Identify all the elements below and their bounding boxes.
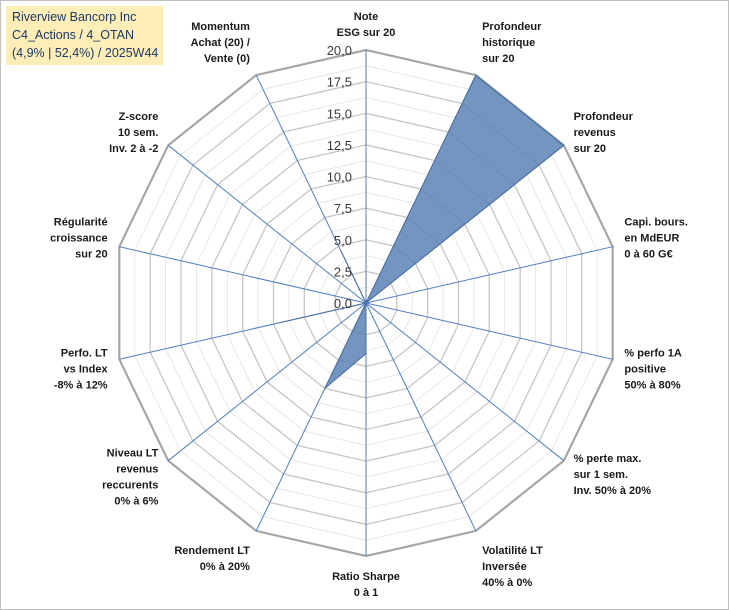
tick-label: 15,0 — [327, 106, 352, 121]
axis-spoke — [119, 246, 367, 304]
axis-label: Rendement LT 0% à 20% — [174, 545, 250, 573]
axis-label: Volatilité LT Inversée 40% à 0% — [482, 545, 543, 589]
tick-label: 20,0 — [327, 43, 352, 58]
chart-title-line-2: C4_Actions / 4_OTAN — [12, 28, 135, 42]
axis-labels: Note ESG sur 20 Profondeur historique sur 20… — [50, 11, 688, 599]
tick-label: 7,5 — [334, 201, 352, 216]
axis-label: % perte max. sur 1 sem. Inv. 50% à 20% — [574, 453, 652, 497]
tick-label: 5,0 — [334, 233, 352, 248]
axis-spoke — [167, 302, 367, 462]
axis-spoke — [167, 144, 367, 304]
axis-label: Note ESG sur 20 — [337, 11, 396, 39]
chart-title-line-1: Riverview Bancorp Inc — [12, 10, 137, 24]
series-area — [279, 74, 565, 389]
chart-title-box: Riverview Bancorp Inc C4_Actions / 4_OTA… — [6, 6, 164, 65]
series-layer — [279, 74, 565, 389]
axis-spoke — [365, 302, 613, 360]
tick-labels: 0,0 2,5 5,0 7,5 10,0 12,5 15,0 17,5 20,0 — [327, 43, 352, 311]
axis-label: Capi. bours. en MdEUR 0 à 60 G€ — [624, 216, 688, 260]
axis-label: Z-score 10 sem. Inv. 2 à -2 — [109, 111, 158, 155]
axis-label: Profondeur historique sur 20 — [482, 21, 542, 65]
tick-label: 12,5 — [327, 138, 352, 153]
tick-label: 0,0 — [334, 296, 352, 311]
tick-label: 17,5 — [327, 75, 352, 90]
axis-label: Momentum Achat (20) / Vente (0) — [191, 21, 251, 65]
axis-spoke — [365, 302, 477, 532]
chart-title-line-3: (4,9% | 52,4%) / 2025W44 — [12, 46, 159, 60]
axis-label: Profondeur revenus sur 20 — [574, 111, 634, 155]
axis-label: Régularité croissance sur 20 — [50, 216, 107, 260]
axis-label: % perfo 1A positive 50% à 80% — [624, 348, 682, 392]
axis-label: Perfo. LT vs Index -8% à 12% — [54, 348, 109, 392]
axis-label: Niveau LT revenus reccurents 0% à 6% — [102, 448, 159, 508]
axis-spoke — [365, 246, 613, 304]
axis-label: Ratio Sharpe 0 à 1 — [332, 571, 400, 599]
tick-label: 10,0 — [327, 170, 352, 185]
tick-label: 2,5 — [334, 264, 352, 279]
axis-spoke — [365, 302, 565, 462]
